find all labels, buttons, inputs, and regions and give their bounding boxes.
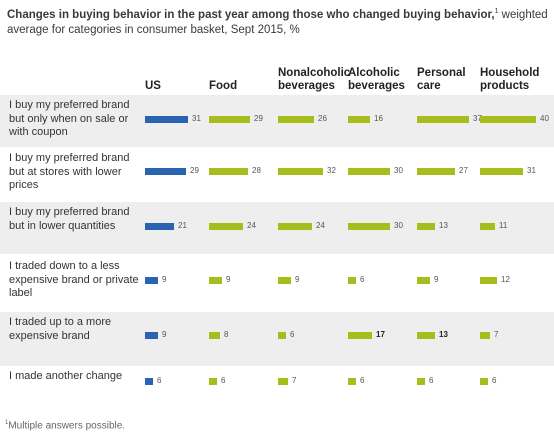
bar [145, 168, 186, 175]
data-label: 24 [247, 221, 256, 230]
bar [417, 277, 430, 284]
column-header-3: Alcoholic beverages [348, 67, 405, 92]
row-label: I buy my preferred brand but at stores w… [9, 152, 130, 191]
bar [209, 277, 222, 284]
data-label: 30 [394, 166, 403, 175]
data-label: 6 [492, 376, 497, 385]
column-header-5: Household products [480, 67, 540, 92]
data-label: 6 [290, 330, 295, 339]
bar [209, 116, 250, 123]
data-label: 40 [540, 114, 549, 123]
bar [278, 168, 323, 175]
column-header-1: Food [209, 80, 238, 92]
data-label: 9 [295, 275, 300, 284]
data-label: 32 [327, 166, 336, 175]
bar [417, 378, 425, 385]
data-label: 27 [459, 166, 468, 175]
footnote-text: Multiple answers possible. [8, 420, 126, 432]
bar [348, 378, 356, 385]
bar [480, 332, 490, 339]
data-label: 6 [157, 376, 162, 385]
footnote-mark: 1 [5, 420, 9, 426]
bar [145, 223, 174, 230]
bar [145, 378, 153, 385]
row-shade [0, 202, 554, 254]
data-label: 9 [226, 275, 231, 284]
bar [145, 116, 188, 123]
column-header-4: Personal care [417, 67, 466, 92]
bar [209, 168, 248, 175]
data-label: 8 [224, 330, 229, 339]
bar [417, 223, 435, 230]
bar [348, 332, 372, 339]
row-label: I traded up to a more expensive brand [9, 316, 112, 342]
data-label: 29 [190, 166, 199, 175]
bar [209, 378, 217, 385]
data-label: 30 [394, 221, 403, 230]
row-label: I buy my preferred brand but in lower qu… [9, 206, 130, 232]
row-label: I traded down to a less expensive brand … [9, 260, 139, 299]
bar [278, 223, 312, 230]
row-label: I buy my preferred brand but only when o… [9, 99, 130, 138]
title-footnote-mark: 1 [494, 8, 499, 15]
data-label: 6 [360, 275, 365, 284]
footnote: 1Multiple answers possible. [5, 420, 125, 431]
data-label: 9 [162, 330, 167, 339]
data-label: 29 [254, 114, 263, 123]
bar [278, 378, 288, 385]
data-label: 21 [178, 221, 187, 230]
data-label: 12 [501, 275, 510, 284]
title-subtitle: weighted average for categories in consu… [7, 8, 548, 36]
bar [348, 116, 370, 123]
data-label: 37 [473, 114, 482, 123]
data-label: 28 [252, 166, 261, 175]
data-label: 11 [499, 221, 508, 230]
data-label: 6 [360, 376, 365, 385]
data-label: 13 [439, 330, 448, 339]
data-label: 9 [434, 275, 439, 284]
data-label: 16 [374, 114, 383, 123]
data-label: 7 [494, 330, 499, 339]
data-label: 26 [318, 114, 327, 123]
bar [348, 168, 390, 175]
row-label: I made another change [9, 370, 123, 382]
data-label: 17 [376, 330, 385, 339]
row-shade [0, 312, 554, 366]
bar [278, 116, 314, 123]
column-header-2: Nonalcoholic beverages [278, 67, 351, 92]
data-label: 6 [221, 376, 226, 385]
data-label: 13 [439, 221, 448, 230]
bar [480, 378, 488, 385]
data-label: 24 [316, 221, 325, 230]
bar [417, 332, 435, 339]
chart-title: Changes in buying behavior in the past y… [7, 4, 552, 38]
bar [145, 277, 158, 284]
bar [348, 223, 390, 230]
bar [480, 223, 495, 230]
bar [480, 168, 523, 175]
data-label: 31 [192, 114, 201, 123]
column-header-0: US [145, 80, 161, 92]
bar [209, 223, 243, 230]
data-label: 31 [527, 166, 536, 175]
bar [278, 332, 286, 339]
bar [209, 332, 220, 339]
data-label: 9 [162, 275, 167, 284]
bar [480, 277, 497, 284]
bar [417, 116, 469, 123]
bar [348, 277, 356, 284]
bar [278, 277, 291, 284]
data-label: 7 [292, 376, 297, 385]
bar [145, 332, 158, 339]
bar [417, 168, 455, 175]
data-label: 6 [429, 376, 434, 385]
title-bold: Changes in buying behavior in the past y… [7, 8, 495, 21]
bar [480, 116, 536, 123]
